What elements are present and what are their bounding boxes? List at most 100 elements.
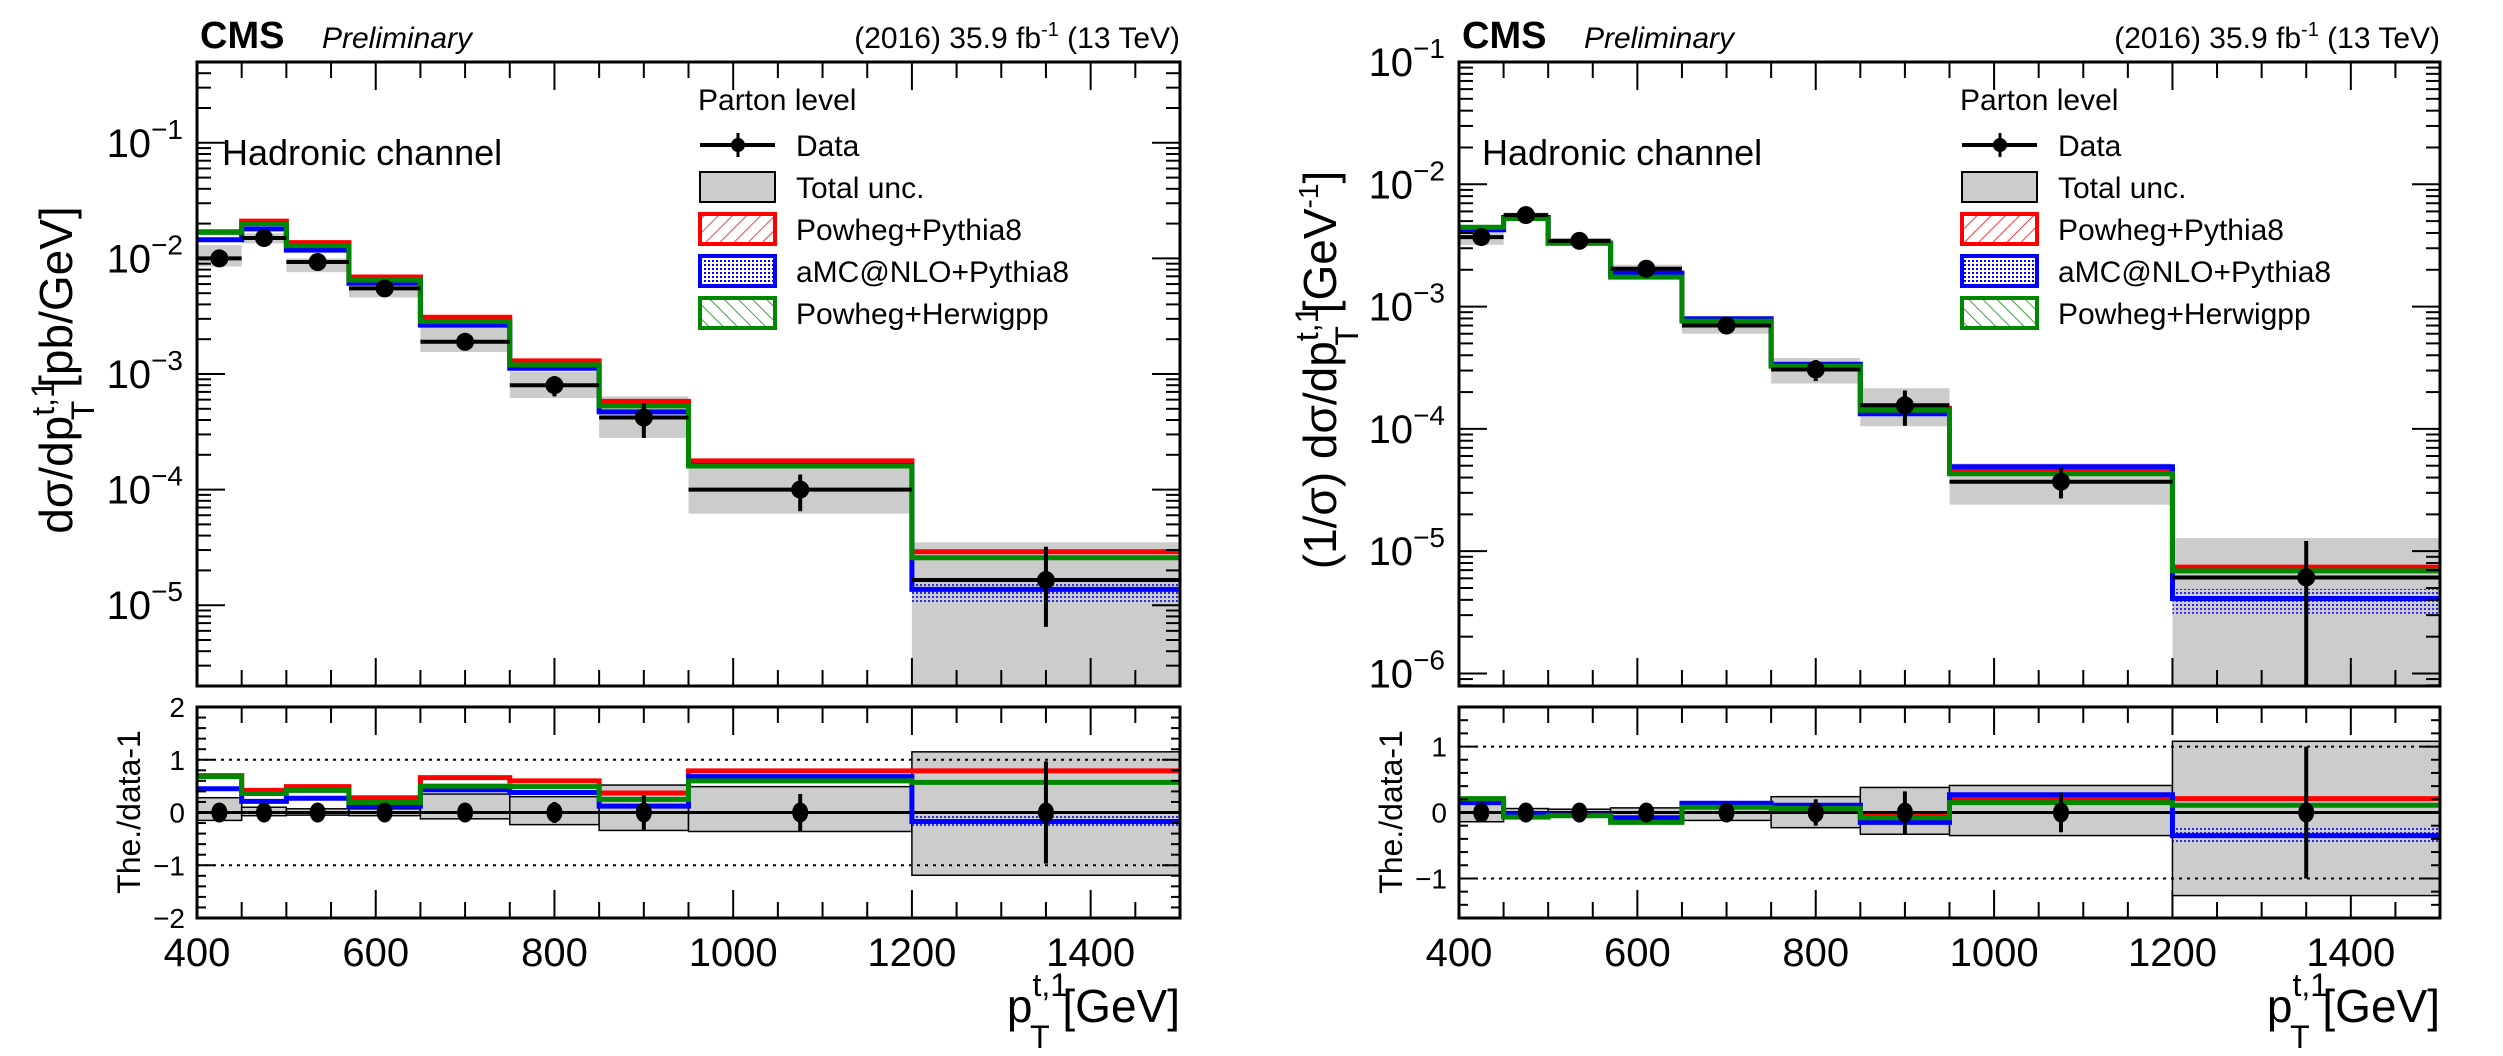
- experiment-label: CMS: [1462, 15, 1546, 57]
- legend-label: Powheg+Pythia8: [796, 214, 1022, 247]
- legend-item-powheg_herwigpp: Powheg+Herwigpp: [698, 296, 1049, 331]
- legend-label: Powheg+Pythia8: [2058, 214, 2284, 247]
- ratio-data-point: [2298, 802, 2315, 823]
- data-point: [1570, 231, 1589, 250]
- ratio-data-point: [457, 802, 474, 823]
- data-point: [1472, 228, 1491, 247]
- main-plot: 10−1 10−2 10−3 10−4 10−5 10−6: [1369, 33, 2442, 696]
- channel-annotation: Hadronic channel: [222, 132, 502, 173]
- data-point: [1036, 571, 1055, 590]
- ratio-data-point: [1473, 802, 1490, 823]
- channel-annotation: Hadronic channel: [1482, 132, 1762, 173]
- legend-swatch-powheg_herwigpp: [1960, 296, 2039, 330]
- ratio-y-tick-label: 0: [1431, 798, 1447, 829]
- ratio-plot: 1 0 −1 400 600 800 1000 1200 1400: [1415, 705, 2442, 975]
- data-point: [375, 279, 394, 298]
- ratio-data-point: [1571, 802, 1588, 823]
- lumi-label: (2016) 35.9 fb-1 (13 TeV): [854, 19, 1180, 55]
- y-tick-label: 10−1: [1369, 33, 1445, 85]
- x-tick-label: 1400: [1046, 931, 1135, 975]
- data-point: [634, 408, 653, 427]
- ratio-y-axis-title: The./data-1: [111, 730, 147, 894]
- x-axis-title: pt,1 T [GeV]: [2267, 967, 2440, 1055]
- ratio-data-point: [211, 802, 228, 823]
- ratio-y-tick-label: 1: [1431, 732, 1447, 763]
- ratio-line-powheg_herwigpp: [197, 774, 1180, 805]
- legend-item-data: Data: [1962, 130, 2122, 163]
- y-tick-label: 10−3: [107, 345, 183, 397]
- data-point: [308, 253, 327, 272]
- data-point: [255, 229, 274, 248]
- data-point: [791, 480, 810, 499]
- ratio-y-tick-label: −1: [153, 850, 185, 881]
- panel-normalized: CMS Preliminary (2016) 35.9 fb-1 (13 TeV…: [1289, 15, 2442, 1055]
- legend-unc-swatch: [1961, 171, 2038, 203]
- x-tick-label: 600: [1604, 931, 1671, 975]
- x-tick-label: 400: [164, 931, 231, 975]
- legend-item-powheg_pythia8: Powheg+Pythia8: [1960, 212, 2284, 247]
- series-line-powheg_herwigpp: [197, 221, 1180, 561]
- ratio-data-point: [1638, 802, 1655, 823]
- lumi-label: (2016) 35.9 fb-1 (13 TeV): [2114, 19, 2440, 55]
- legend-label: aMC@NLO+Pythia8: [796, 256, 1069, 289]
- legend-swatch-amcnlo_pythia8: [1960, 254, 2039, 288]
- legend-label: Data: [796, 130, 860, 163]
- x-tick-label: 400: [1426, 931, 1493, 975]
- experiment-label: CMS: [200, 15, 284, 57]
- ratio-y-tick-label: −1: [1415, 863, 1447, 894]
- y-tick-label: 10−2: [107, 229, 183, 281]
- legend-label: Powheg+Herwigpp: [796, 298, 1049, 331]
- status-label: Preliminary: [1584, 22, 1736, 55]
- x-tick-label: 800: [1782, 931, 1849, 975]
- legend-label: Data: [2058, 130, 2122, 163]
- legend-label: Total unc.: [2058, 172, 2186, 205]
- ratio-data-point: [792, 802, 809, 823]
- legend-swatch-powheg_herwigpp: [698, 296, 777, 330]
- y-tick-label: 10−4: [107, 461, 183, 513]
- x-axis-title: pt,1 T [GeV]: [1007, 967, 1180, 1055]
- x-tick-label: 1200: [2128, 931, 2217, 975]
- legend-item-amcnlo_pythia8: aMC@NLO+Pythia8: [1960, 254, 2331, 289]
- legend-item-amcnlo_pythia8: aMC@NLO+Pythia8: [698, 254, 1069, 289]
- y-axis-title: (1/σ) dσ/dpt,1 T [GeV-1]: [1289, 171, 1365, 570]
- ratio-data-point: [309, 802, 326, 823]
- ratio-y-tick-label: 0: [169, 798, 185, 829]
- y-tick-label: 10−5: [107, 576, 183, 628]
- legend-label: Powheg+Herwigpp: [2058, 298, 2311, 331]
- legend-swatch-powheg_pythia8: [698, 212, 777, 246]
- y-tick-label: 10−3: [1369, 278, 1445, 330]
- data-point: [1895, 396, 1914, 415]
- legend-item-total_unc: Total unc.: [1961, 171, 2186, 205]
- y-axis-title: dσ/dpt,1 T [pb/GeV]: [25, 206, 101, 533]
- legend-item-data: Data: [700, 130, 860, 163]
- ratio-line-amcnlo_pythia8: [197, 774, 1180, 824]
- data-point: [456, 332, 475, 351]
- ratio-y-tick-label: 1: [169, 745, 185, 776]
- ratio-data-point: [1037, 802, 1054, 823]
- ratio-data-point: [1896, 802, 1913, 823]
- main-plot: 10−1 10−2 10−3 10−4 10−5: [107, 60, 1182, 688]
- x-tick-label: 1200: [867, 931, 956, 975]
- x-tick-label: 1400: [2306, 931, 2395, 975]
- data-point: [2051, 472, 2070, 491]
- legend-unc-swatch: [699, 171, 776, 203]
- data-point: [1637, 259, 1656, 278]
- legend-item-powheg_herwigpp: Powheg+Herwigpp: [1960, 296, 2311, 331]
- legend-swatch-powheg_pythia8: [1960, 212, 2039, 246]
- x-tick-label: 600: [342, 931, 409, 975]
- ratio-y-axis-title: The./data-1: [1373, 730, 1409, 894]
- y-tick-label: 10−2: [1369, 155, 1445, 207]
- legend-item-total_unc: Total unc.: [699, 171, 924, 205]
- status-label: Preliminary: [322, 22, 474, 55]
- legend-label: aMC@NLO+Pythia8: [2058, 256, 2331, 289]
- data-point: [1516, 206, 1535, 225]
- x-tick-label: 1000: [689, 931, 778, 975]
- y-tick-label: 10−6: [1369, 644, 1445, 696]
- y-tick-label: 10−1: [107, 114, 183, 166]
- data-point: [545, 376, 564, 395]
- y-tick-label: 10−5: [1369, 522, 1445, 574]
- ratio-data-point: [376, 802, 393, 823]
- legend-data-marker: [1993, 138, 2007, 152]
- legend: Parton level Data Total unc. Powheg+Pythia8…: [698, 84, 1069, 331]
